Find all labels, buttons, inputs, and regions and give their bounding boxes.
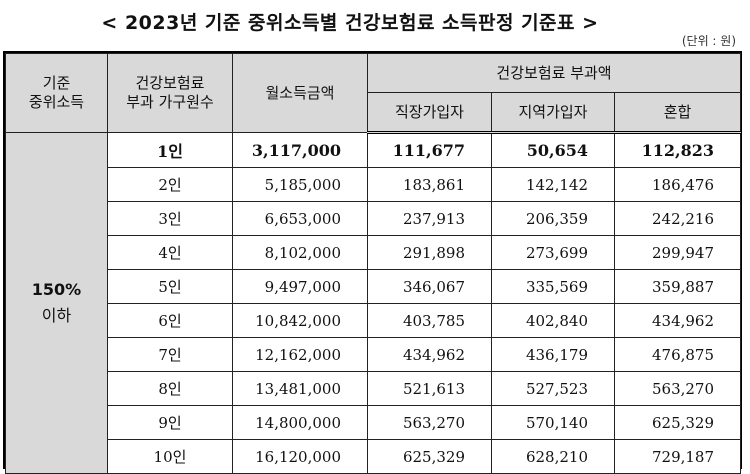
cell-monthly-income: 9,497,000 — [232, 269, 368, 304]
table-row: 150% 이하 1인 3,117,000 111,677 50,654 112,823 — [5, 132, 742, 474]
cell-persons: 8인 — [107, 371, 233, 406]
cell-monthly-income: 14,800,000 — [232, 405, 368, 440]
cell-employee-premium: 403,785 — [367, 303, 492, 338]
header-median-income: 기준 중위소득 — [5, 53, 108, 133]
income-criteria-table: 기준 중위소득 건강보험료 부과 가구원수 월소득금액 건강보험료 부과액 직장… — [5, 53, 742, 474]
cell-mixed-premium: 476,875 — [613, 337, 742, 372]
group-label-line2: 이하 — [41, 306, 72, 325]
unit-label: (단위 : 원) — [681, 34, 736, 48]
cell-persons: 7인 — [107, 337, 233, 372]
cell-persons: 3인 — [107, 201, 233, 236]
cell-employee-premium: 521,613 — [367, 371, 492, 406]
cell-persons: 6인 — [107, 303, 233, 338]
table-row: 2인 5,185,000 183,861 142,142 186,476 — [6, 167, 742, 202]
cell-employee-premium: 563,270 — [367, 405, 492, 440]
header-household-members-line1: 건강보험료 — [135, 74, 205, 92]
cell-employee-premium: 237,913 — [367, 201, 492, 236]
group-label-line1: 150% — [31, 280, 82, 299]
cell-employee-premium: 434,962 — [367, 337, 492, 372]
table-row: 4인 8,102,000 291,898 273,699 299,947 — [6, 235, 742, 270]
cell-regional-premium: 402,840 — [491, 303, 615, 338]
table-row: 8인 13,481,000 521,613 527,523 563,270 — [6, 371, 742, 406]
header-mixed: 혼합 — [613, 92, 742, 134]
table-row: 7인 12,162,000 434,962 436,179 476,875 — [6, 337, 742, 372]
cell-regional-premium: 273,699 — [491, 235, 615, 270]
cell-regional-premium: 527,523 — [491, 371, 615, 406]
cell-regional-premium: 570,140 — [491, 405, 615, 440]
cell-monthly-income: 6,653,000 — [232, 201, 368, 236]
cell-employee-premium: 183,861 — [367, 167, 492, 202]
cell-mixed-premium: 434,962 — [613, 303, 742, 338]
cell-persons: 10인 — [107, 439, 233, 474]
cell-employee-premium: 346,067 — [367, 269, 492, 304]
cell-persons: 5인 — [107, 269, 233, 304]
cell-employee-premium: 111,677 — [367, 132, 492, 168]
cell-persons: 2인 — [107, 167, 233, 202]
page-title: < 2023년 기준 중위소득별 건강보험료 소득판정 기준표 > — [101, 12, 599, 34]
cell-mixed-premium: 625,329 — [613, 405, 742, 440]
table-row: 9인 14,800,000 563,270 570,140 625,329 — [6, 405, 742, 440]
cell-employee-premium: 625,329 — [367, 439, 492, 474]
cell-monthly-income: 5,185,000 — [232, 167, 368, 202]
cell-regional-premium: 628,210 — [491, 439, 615, 474]
header-median-income-line2: 중위소득 — [28, 93, 85, 111]
cell-regional-premium: 142,142 — [491, 167, 615, 202]
cell-persons: 1인 — [107, 132, 233, 168]
cell-regional-premium: 335,569 — [491, 269, 615, 304]
table-row: 3인 6,653,000 237,913 206,359 242,216 — [6, 201, 742, 236]
header-household-members: 건강보험료 부과 가구원수 — [107, 53, 233, 133]
table-row: 5인 9,497,000 346,067 335,569 359,887 — [6, 269, 742, 304]
cell-monthly-income: 16,120,000 — [232, 439, 368, 474]
header-median-income-line1: 기준 — [42, 74, 71, 92]
cell-mixed-premium: 729,187 — [613, 439, 742, 474]
header-household-members-line2: 부과 가구원수 — [126, 93, 214, 111]
cell-regional-premium: 206,359 — [491, 201, 615, 236]
table-row: 10인 16,120,000 625,329 628,210 729,187 — [6, 439, 742, 474]
cell-persons: 4인 — [107, 235, 233, 270]
cell-mixed-premium: 186,476 — [613, 167, 742, 202]
header-premium-group: 건강보험료 부과액 — [366, 53, 742, 93]
cell-monthly-income: 13,481,000 — [232, 371, 368, 406]
header-regional: 지역가입자 — [491, 92, 615, 134]
cell-monthly-income: 8,102,000 — [232, 235, 368, 270]
table-body: 150% 이하 1인 3,117,000 111,677 50,654 112,823 2인 5… — [5, 132, 742, 474]
cell-monthly-income: 12,162,000 — [232, 337, 368, 372]
cell-regional-premium: 50,654 — [491, 132, 615, 168]
cell-mixed-premium: 242,216 — [613, 201, 742, 236]
cell-monthly-income: 10,842,000 — [232, 303, 368, 338]
cell-regional-premium: 436,179 — [491, 337, 615, 372]
table-frame — [3, 51, 742, 469]
median-income-group-cell: 150% 이하 — [5, 132, 108, 474]
cell-mixed-premium: 359,887 — [613, 269, 742, 304]
header-monthly-income: 월소득금액 — [232, 53, 368, 133]
cell-monthly-income: 3,117,000 — [232, 132, 368, 168]
cell-mixed-premium: 299,947 — [613, 235, 742, 270]
cell-employee-premium: 291,898 — [367, 235, 492, 270]
cell-mixed-premium: 563,270 — [613, 371, 742, 406]
table-row: 6인 10,842,000 403,785 402,840 434,962 — [6, 303, 742, 338]
cell-mixed-premium: 112,823 — [613, 132, 742, 168]
cell-persons: 9인 — [107, 405, 233, 440]
header-employee: 직장가입자 — [367, 92, 492, 134]
